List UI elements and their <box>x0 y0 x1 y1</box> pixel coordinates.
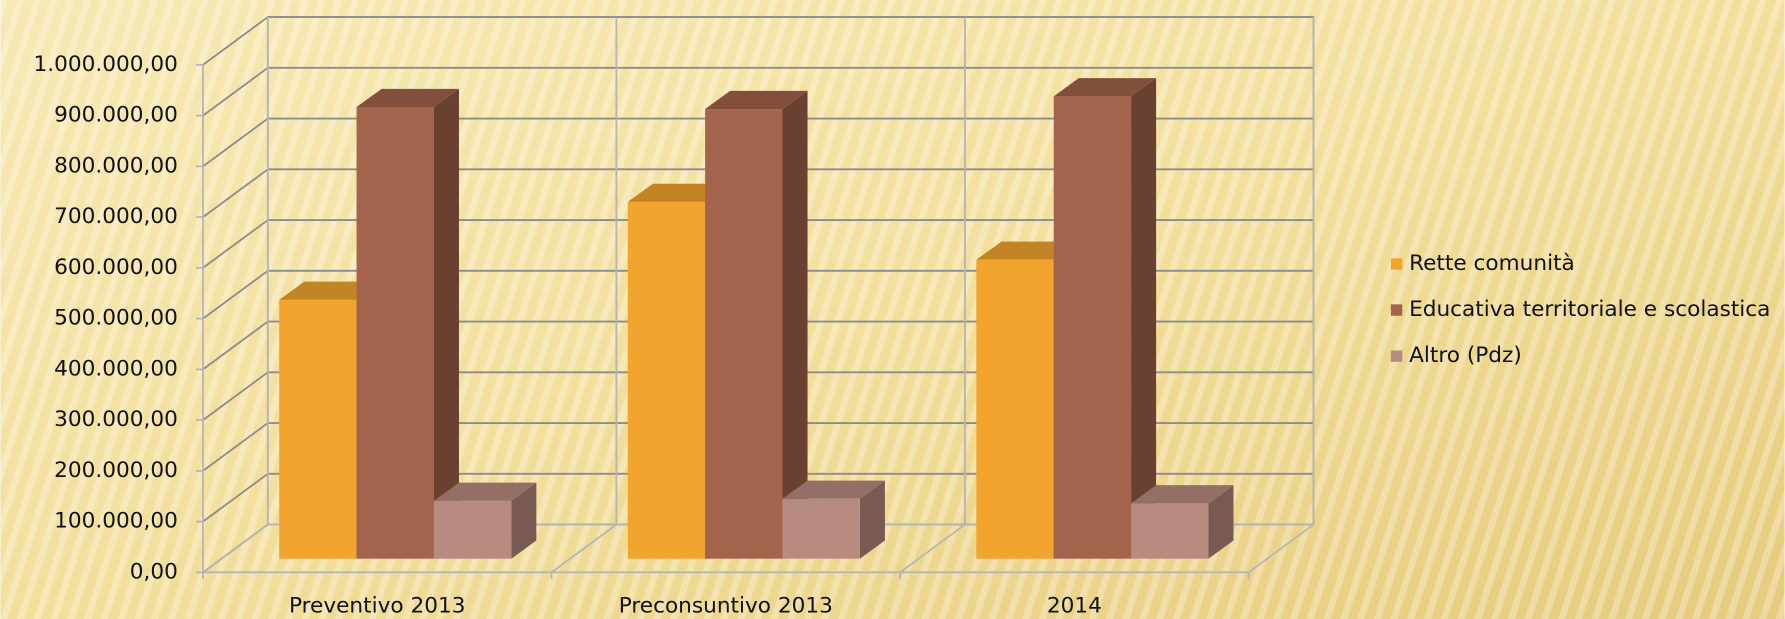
y-tick-label: 500.000,00 <box>54 306 178 331</box>
y-tick-label: 600.000,00 <box>54 255 178 280</box>
side-grid-line <box>202 371 269 421</box>
bar <box>1131 485 1234 559</box>
y-tick-label: 800.000,00 <box>54 153 178 178</box>
bar-front <box>356 107 434 559</box>
bar <box>782 480 885 559</box>
bar-top <box>279 281 382 300</box>
side-grid-line <box>202 219 269 269</box>
side-grid-line <box>202 422 269 472</box>
bar-side <box>1131 78 1157 559</box>
bar-top <box>433 482 537 501</box>
floor-line <box>550 523 617 574</box>
x-tick-label: Preventivo 2013 <box>289 593 465 618</box>
bar-front <box>976 259 1054 559</box>
bar-top <box>782 480 885 499</box>
x-tick-label: Preconsuntivo 2013 <box>619 593 833 618</box>
bar-top <box>1053 78 1157 97</box>
legend-label: Rette comunità <box>1409 251 1575 276</box>
side-grid-line <box>202 117 269 168</box>
bar-front <box>1053 96 1132 559</box>
side-grid-line <box>202 67 269 117</box>
side-grid-line <box>202 168 269 218</box>
x-tick-label: 2014 <box>1047 593 1102 618</box>
side-grid-line <box>202 16 269 66</box>
bar <box>976 241 1079 559</box>
y-tick-label: 300.000,00 <box>54 407 178 432</box>
bar-front <box>705 109 783 559</box>
legend-swatch <box>1390 304 1403 316</box>
y-tick-label: 900.000,00 <box>54 103 178 128</box>
bar <box>1053 78 1157 559</box>
bar <box>705 90 808 559</box>
floor-line <box>1248 523 1315 574</box>
floor-line <box>202 523 269 574</box>
y-tick-label: 700.000,00 <box>54 204 178 229</box>
floor-line <box>899 523 966 574</box>
plot-area: 0,00 100.000,00 200.000,00 300.000,00 400.00… <box>34 16 1315 618</box>
bar-front <box>433 500 512 559</box>
bar-top <box>1131 485 1234 504</box>
y-tick-label: 200.000,00 <box>54 458 178 483</box>
y-tick-label: 400.000,00 <box>54 356 178 381</box>
bar-top <box>976 241 1079 260</box>
y-tick-label: 100.000,00 <box>54 509 178 534</box>
legend: Rette comunità Educativa territoriale e s… <box>1390 251 1770 368</box>
bar-side <box>511 482 537 559</box>
bar-side <box>1208 485 1234 559</box>
bar-side <box>782 90 808 559</box>
legend-label: Altro (Pdz) <box>1409 343 1522 368</box>
bar-top <box>627 183 731 202</box>
bar-front <box>782 498 860 559</box>
bar-top <box>356 88 459 108</box>
y-tick-label: 1.000.000,00 <box>34 52 178 77</box>
legend-swatch <box>1390 350 1403 362</box>
y-tick-label: 0,00 <box>130 559 178 584</box>
bar-side <box>859 480 885 559</box>
bar <box>356 88 459 559</box>
bar-front <box>1131 503 1209 559</box>
bar-front <box>279 299 357 559</box>
side-grid-line <box>202 320 269 371</box>
bar-side <box>433 88 459 559</box>
side-grid-line <box>202 473 269 523</box>
bar-top <box>705 90 808 110</box>
bar-front <box>627 201 706 559</box>
side-grid-line <box>202 270 269 320</box>
legend-swatch <box>1390 258 1403 270</box>
bar <box>433 482 537 559</box>
legend-label: Educativa territoriale e scolastica <box>1409 297 1770 322</box>
